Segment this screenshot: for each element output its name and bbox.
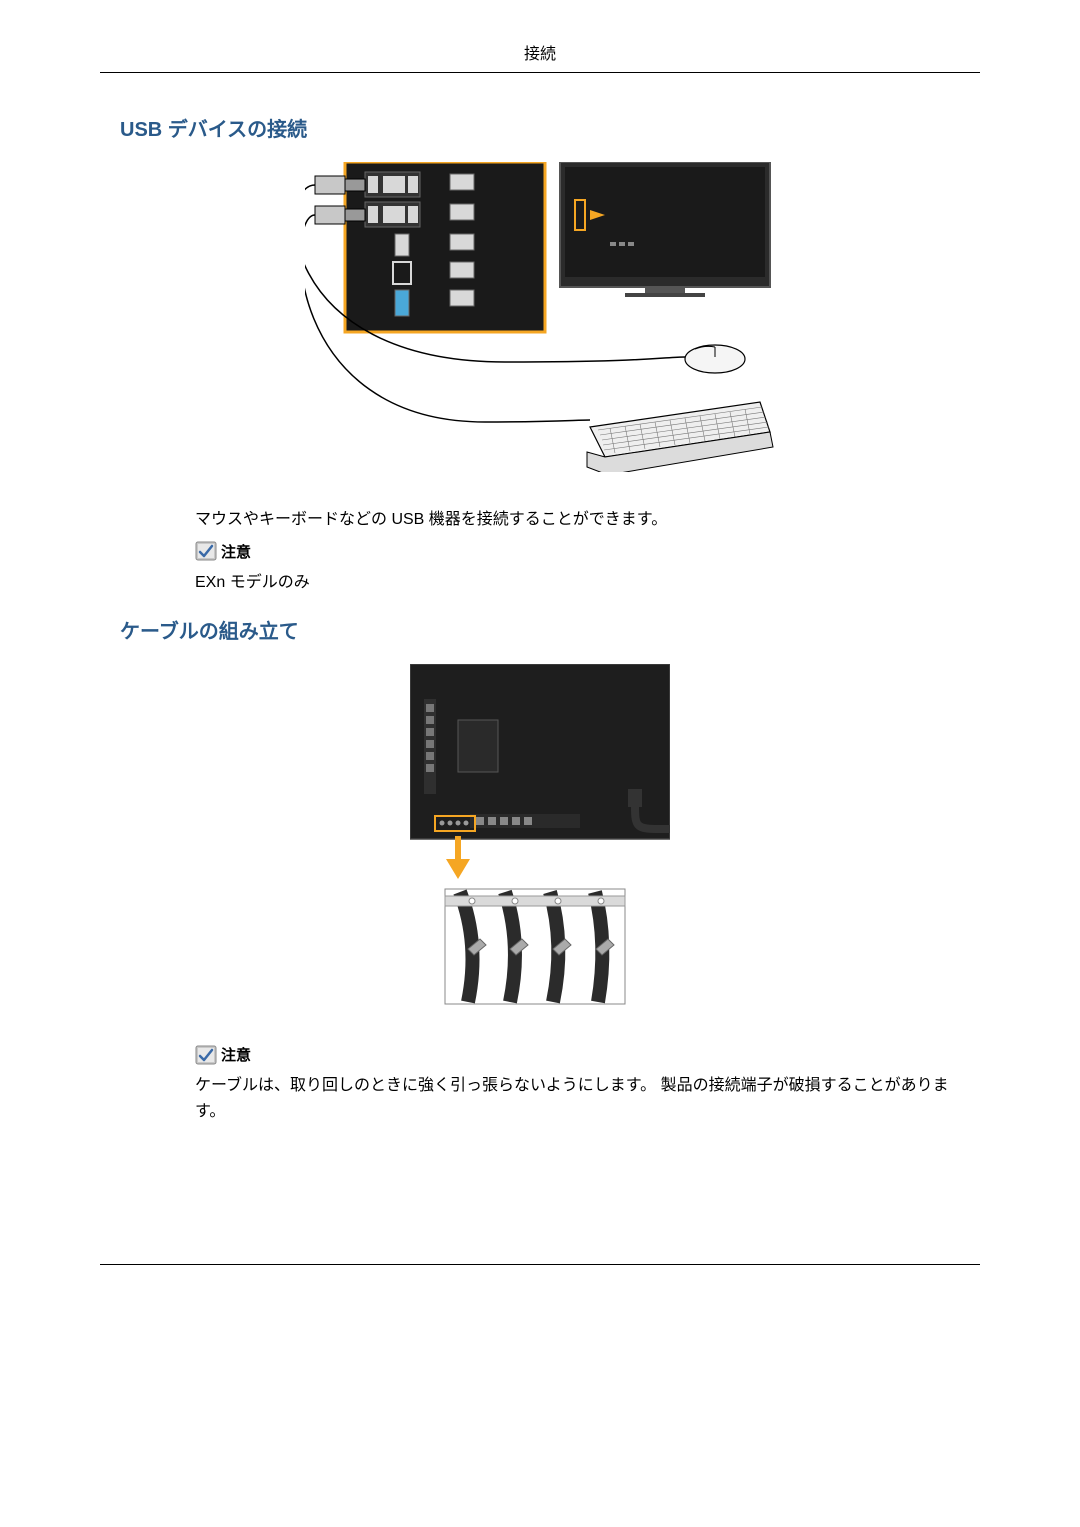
note-label-1: 注意 bbox=[221, 541, 251, 562]
usb-body-text: マウスやキーボードなどの USB 機器を接続することができます。 bbox=[195, 507, 960, 533]
section2-content: 注意 ケーブルは、取り回しのときに強く引っ張らないようにします。 製品の接続端子… bbox=[195, 1044, 960, 1124]
note-row-2: 注意 bbox=[195, 1044, 960, 1065]
note-icon bbox=[195, 1045, 217, 1065]
note-icon bbox=[195, 541, 217, 561]
note-row-1: 注意 bbox=[195, 541, 960, 562]
cable-caution-text: ケーブルは、取り回しのときに強く引っ張らないようにします。 製品の接続端子が破損… bbox=[195, 1073, 960, 1124]
section-heading-cable: ケーブルの組み立て bbox=[120, 615, 980, 644]
usb-diagram-svg bbox=[305, 162, 775, 472]
usb-model-note: EXn モデルのみ bbox=[195, 570, 960, 596]
section-heading-usb: USB デバイスの接続 bbox=[120, 113, 980, 142]
figure-usb-connection bbox=[100, 162, 980, 477]
cable-diagram-svg bbox=[410, 664, 670, 1009]
figure-cable-assembly bbox=[100, 664, 980, 1014]
section1-content: マウスやキーボードなどの USB 機器を接続することができます。 注意 EXn … bbox=[195, 507, 960, 595]
footer-rule bbox=[100, 1264, 980, 1265]
page-header-title: 接続 bbox=[100, 40, 980, 73]
note-label-2: 注意 bbox=[221, 1044, 251, 1065]
page: 接続 USB デバイスの接続 bbox=[0, 0, 1080, 1325]
